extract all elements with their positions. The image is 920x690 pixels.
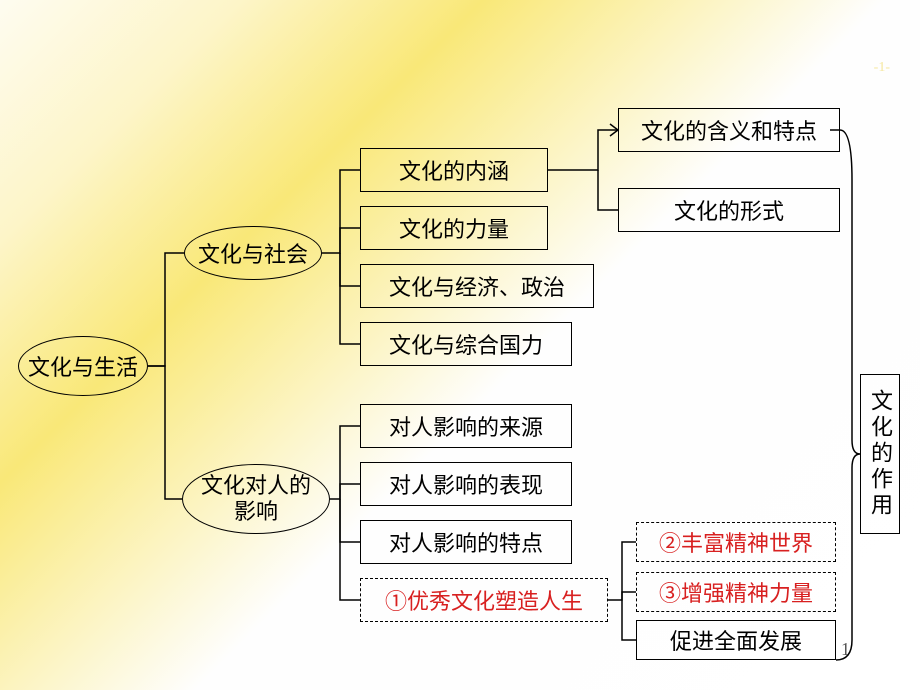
box-power: 文化的力量 [360, 206, 548, 250]
box-excellent-culture-label: ①优秀文化塑造人生 [385, 584, 583, 616]
box-strengthen-spirit-label: ③增强精神力量 [659, 576, 813, 608]
box-power-label: 文化的力量 [399, 212, 509, 244]
node-culture-people-label-1: 文化对人的 [201, 473, 311, 499]
box-influence-expression-label: 对人影响的表现 [389, 468, 543, 500]
page-number-bottom: 1 [841, 639, 850, 660]
box-connotation-label: 文化的内涵 [399, 154, 509, 186]
box-forms: 文化的形式 [618, 188, 840, 232]
box-influence-source: 对人影响的来源 [360, 404, 572, 448]
box-national-power-label: 文化与综合国力 [389, 328, 543, 360]
box-meaning-features: 文化的含义和特点 [618, 108, 840, 152]
box-full-development-label: 促进全面发展 [670, 624, 802, 656]
box-connotation: 文化的内涵 [360, 148, 548, 192]
box-econ-politics-label: 文化与经济、政治 [389, 270, 565, 302]
box-culture-function-label: 文化的作用 [864, 389, 896, 519]
node-root-label: 文化与生活 [28, 350, 138, 382]
box-forms-label: 文化的形式 [674, 194, 784, 226]
node-culture-society-label: 文化与社会 [198, 237, 308, 269]
page-number-top: -1- [874, 60, 890, 76]
box-full-development: 促进全面发展 [636, 620, 836, 660]
box-enrich-spirit: ②丰富精神世界 [636, 522, 836, 562]
box-econ-politics: 文化与经济、政治 [360, 264, 594, 308]
box-national-power: 文化与综合国力 [360, 322, 572, 366]
box-enrich-spirit-label: ②丰富精神世界 [659, 526, 813, 558]
box-influence-expression: 对人影响的表现 [360, 462, 572, 506]
box-influence-features: 对人影响的特点 [360, 520, 572, 564]
node-culture-people: 文化对人的 影响 [182, 464, 330, 534]
box-influence-source-label: 对人影响的来源 [389, 410, 543, 442]
box-strengthen-spirit: ③增强精神力量 [636, 572, 836, 612]
box-influence-features-label: 对人影响的特点 [389, 526, 543, 558]
node-culture-society: 文化与社会 [184, 226, 322, 280]
node-culture-people-label-2: 影响 [234, 499, 278, 525]
box-meaning-features-label: 文化的含义和特点 [641, 114, 817, 146]
box-excellent-culture: ①优秀文化塑造人生 [360, 578, 608, 622]
box-culture-function: 文化的作用 [860, 374, 900, 534]
node-root: 文化与生活 [18, 336, 148, 396]
